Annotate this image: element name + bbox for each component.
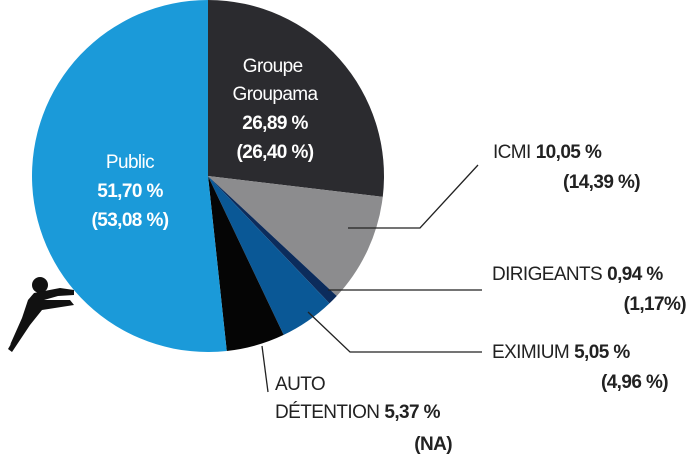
- pie-slice: [208, 176, 337, 304]
- leader-line: [348, 164, 479, 229]
- category-name: EXIMIUM: [492, 342, 569, 363]
- value-label: 5,05 %: [574, 342, 630, 363]
- leader-line: [307, 311, 482, 353]
- category-name: AUTO DÉTENTION: [275, 374, 379, 423]
- pie-slice: [208, 176, 330, 335]
- category-name: Public: [106, 152, 154, 173]
- pushing-figure: [8, 277, 74, 352]
- value-label: 0,94 %: [607, 264, 663, 285]
- previous-label: (4,96 %): [601, 372, 668, 393]
- leader-line: [261, 345, 269, 393]
- slice-label: Public 51,70 %: [97, 152, 163, 202]
- previous-label: (53,08 %): [92, 210, 169, 231]
- value-label: 26,89 %: [242, 113, 308, 134]
- value-label: 5,37 %: [384, 402, 440, 423]
- slice-label: EXIMIUM 5,05 %: [492, 342, 630, 363]
- previous-label: (NA): [414, 434, 452, 455]
- previous-label: (26,40 %): [237, 142, 314, 163]
- slice-label: AUTO DÉTENTION 5,37 %: [275, 374, 441, 423]
- pie-slice: [208, 0, 384, 197]
- value-label: 51,70 %: [97, 181, 163, 202]
- value-label: 10,05 %: [536, 142, 602, 163]
- category-name: Groupe Groupama: [233, 56, 319, 105]
- previous-label: (14,39 %): [563, 172, 640, 193]
- slice-label: ICMI 10,05 %: [493, 142, 602, 163]
- slice-label: DIRIGEANTS 0,94 %: [492, 264, 663, 285]
- pie-slice: [208, 176, 284, 351]
- category-name: DIRIGEANTS: [492, 264, 602, 285]
- previous-label: (1,17%): [624, 294, 687, 315]
- pie-slice: [208, 176, 383, 296]
- slice-label: Groupe Groupama 26,89 %: [233, 56, 319, 134]
- category-name: ICMI: [493, 142, 531, 163]
- pie-slice: [32, 0, 227, 352]
- slices: [32, 0, 384, 352]
